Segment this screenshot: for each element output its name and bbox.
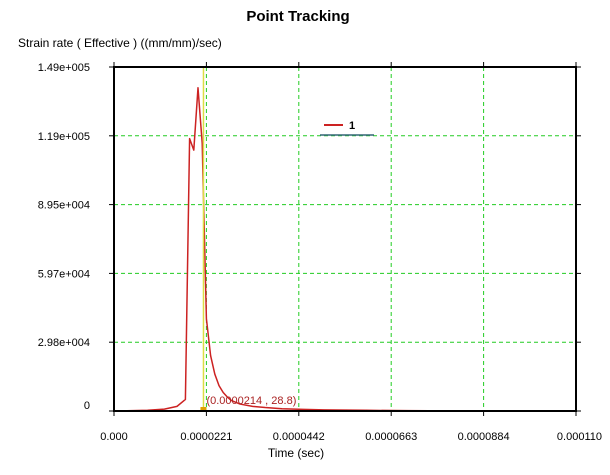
y-tick-label: 5.97e+004 xyxy=(38,268,90,280)
chart-title: Point Tracking xyxy=(246,8,349,25)
x-ticks: 0.000 0.0000221 0.0000442 0.0000663 0.000088… xyxy=(100,62,602,443)
x-axis-label: Time (sec) xyxy=(268,446,324,460)
y-tick-label: 1.49e+005 xyxy=(38,62,90,74)
y-tick-label: 8.95e+004 xyxy=(38,200,90,212)
y-tick-label: 2.98e+004 xyxy=(38,337,90,349)
x-tick-label: 0.000110 xyxy=(557,431,602,443)
legend-label-1: 1 xyxy=(349,120,355,132)
y-ticks: 0 2.98e+004 5.97e+004 8.95e+004 1.19e+005 1.4… xyxy=(38,62,581,412)
x-tick-label: 0.000 xyxy=(100,431,128,443)
cursor-marker xyxy=(200,407,207,411)
cursor-readout: (0.0000214 , 28.8) xyxy=(206,395,296,407)
y-tick-label: 1.19e+005 xyxy=(38,131,90,143)
x-tick-label: 0.0000663 xyxy=(365,431,417,443)
y-axis-label: Strain rate ( Effective ) ((mm/mm)/sec) xyxy=(18,36,222,50)
grid xyxy=(114,67,576,411)
x-tick-label: 0.0000884 xyxy=(458,431,510,443)
plot-frame xyxy=(113,66,577,412)
x-tick-label: 0.0000221 xyxy=(180,431,232,443)
x-tick-label: 0.0000442 xyxy=(273,431,325,443)
y-tick-label: 0 xyxy=(84,400,90,412)
legend[interactable]: 1 xyxy=(320,120,374,136)
